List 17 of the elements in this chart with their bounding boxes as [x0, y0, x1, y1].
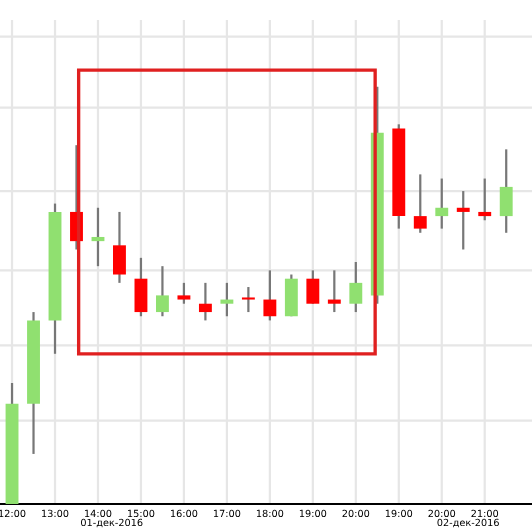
candlestick — [113, 210, 126, 284]
candlestick — [349, 260, 363, 314]
candlestick — [499, 148, 513, 234]
candlestick — [435, 177, 449, 230]
candlestick — [327, 269, 341, 314]
candlestick — [198, 281, 212, 322]
candlestick — [241, 285, 255, 314]
candlestick — [284, 273, 298, 318]
candlestick — [155, 265, 169, 318]
candlestick — [263, 269, 277, 322]
candlestick — [177, 281, 191, 305]
candlestick — [306, 269, 320, 305]
candlestick — [220, 281, 234, 318]
candlestick — [478, 177, 492, 222]
candlestick — [413, 173, 427, 234]
candlestick — [456, 189, 470, 251]
candlestick — [134, 256, 148, 318]
